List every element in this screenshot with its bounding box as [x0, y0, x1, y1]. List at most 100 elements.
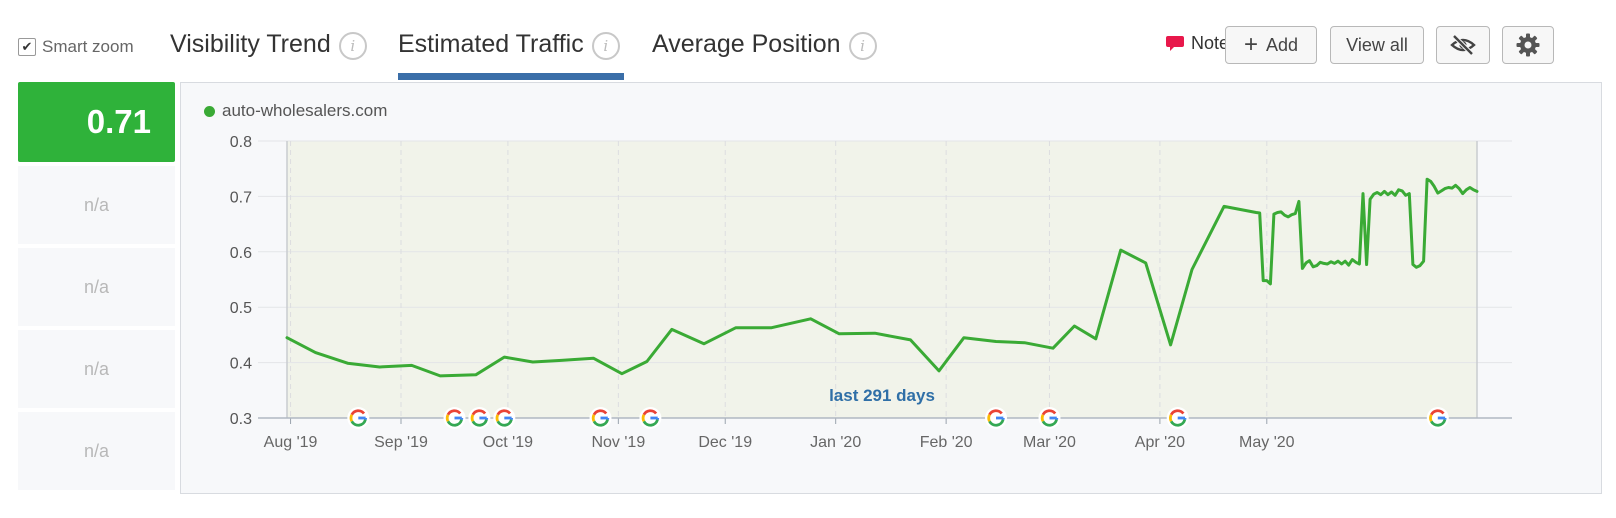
- gear-icon: [1516, 33, 1540, 57]
- google-update-icon[interactable]: [985, 407, 1007, 429]
- data-point[interactable]: [1022, 340, 1027, 345]
- data-point[interactable]: [1293, 211, 1298, 216]
- google-update-icon[interactable]: [639, 407, 662, 429]
- data-point[interactable]: [1189, 267, 1194, 272]
- google-update-icon[interactable]: [347, 407, 370, 429]
- data-point[interactable]: [769, 325, 774, 330]
- data-point[interactable]: [1168, 342, 1173, 347]
- smart-zoom-toggle[interactable]: ✔ Smart zoom: [18, 37, 134, 57]
- data-point[interactable]: [473, 372, 478, 377]
- data-point[interactable]: [837, 331, 842, 336]
- y-tick-label: 0.8: [230, 134, 252, 151]
- data-point[interactable]: [1051, 346, 1056, 351]
- score-row-value: n/a: [83, 276, 110, 297]
- score-row-value: n/a: [83, 358, 110, 379]
- data-point[interactable]: [1407, 191, 1412, 196]
- info-icon[interactable]: i: [591, 32, 620, 60]
- data-point[interactable]: [872, 331, 877, 336]
- series-line[interactable]: [285, 177, 1479, 378]
- data-point[interactable]: [409, 363, 414, 368]
- data-point[interactable]: [438, 373, 443, 378]
- tab-visibility-trend[interactable]: Visibility Trend i: [170, 30, 370, 80]
- data-point[interactable]: [345, 361, 350, 366]
- data-point[interactable]: [1072, 324, 1077, 329]
- add-note-label: Add: [1265, 34, 1299, 55]
- data-point[interactable]: [1368, 197, 1373, 202]
- add-note-button[interactable]: + Add: [1225, 26, 1317, 64]
- x-tick-label: Feb '20: [920, 434, 973, 451]
- settings-button[interactable]: [1502, 26, 1554, 64]
- data-point[interactable]: [1357, 261, 1362, 266]
- score-row-value: n/a: [83, 440, 110, 461]
- x-tick-label: Aug '19: [264, 434, 318, 451]
- y-tick-label: 0.6: [230, 245, 252, 262]
- data-point[interactable]: [908, 337, 913, 342]
- data-point[interactable]: [1343, 259, 1348, 264]
- score-row: n/a: [18, 166, 175, 244]
- data-point[interactable]: [1360, 191, 1365, 196]
- data-point[interactable]: [1268, 281, 1273, 286]
- range-label: last 291 days: [829, 386, 935, 405]
- data-point[interactable]: [377, 365, 382, 370]
- x-tick-label: Oct '19: [483, 434, 533, 451]
- google-update-icon[interactable]: [1038, 407, 1061, 429]
- data-point[interactable]: [1417, 263, 1422, 268]
- data-point[interactable]: [313, 350, 318, 355]
- x-tick-label: Sep '19: [374, 434, 428, 451]
- data-point[interactable]: [1300, 266, 1305, 271]
- google-update-icon[interactable]: [589, 407, 612, 429]
- chart-legend[interactable]: auto-wholesalers.com: [204, 101, 387, 121]
- data-point[interactable]: [733, 325, 738, 330]
- data-point[interactable]: [1428, 179, 1433, 184]
- data-point[interactable]: [937, 368, 942, 373]
- data-point[interactable]: [1475, 189, 1480, 194]
- data-point[interactable]: [285, 335, 290, 340]
- data-point[interactable]: [808, 316, 813, 321]
- data-point[interactable]: [1307, 258, 1312, 263]
- data-point[interactable]: [1143, 260, 1148, 265]
- data-point[interactable]: [1346, 263, 1351, 268]
- y-tick-label: 0.7: [230, 189, 252, 206]
- info-icon[interactable]: i: [848, 32, 877, 60]
- plus-icon: +: [1243, 31, 1258, 58]
- google-update-icon[interactable]: [468, 407, 491, 429]
- data-point[interactable]: [701, 341, 706, 346]
- data-point[interactable]: [1457, 186, 1462, 191]
- data-point[interactable]: [961, 335, 966, 340]
- tab-label: Estimated Traffic: [398, 30, 584, 58]
- data-point[interactable]: [1400, 188, 1405, 193]
- data-point[interactable]: [1296, 199, 1301, 204]
- tab-estimated-traffic[interactable]: Estimated Traffic i: [398, 30, 624, 80]
- data-point[interactable]: [1432, 184, 1437, 189]
- data-point[interactable]: [1421, 259, 1426, 264]
- data-point[interactable]: [1093, 336, 1098, 341]
- plot-area: [287, 141, 1477, 418]
- data-point[interactable]: [1118, 248, 1123, 253]
- google-update-icon[interactable]: [1166, 407, 1189, 429]
- google-update-icon[interactable]: [1426, 407, 1449, 429]
- tab-label: Visibility Trend: [170, 30, 331, 58]
- hide-notes-button[interactable]: [1436, 26, 1490, 64]
- data-point[interactable]: [530, 360, 535, 365]
- smart-zoom-checkbox[interactable]: ✔: [18, 38, 36, 56]
- data-point[interactable]: [591, 356, 596, 361]
- data-point[interactable]: [502, 355, 507, 360]
- tab-average-position[interactable]: Average Position i: [652, 30, 878, 80]
- data-point[interactable]: [559, 358, 564, 363]
- google-update-icon[interactable]: [493, 407, 516, 429]
- data-point[interactable]: [1393, 193, 1398, 198]
- data-point[interactable]: [669, 327, 674, 332]
- google-update-icon[interactable]: [443, 407, 466, 429]
- view-all-notes-button[interactable]: View all: [1330, 26, 1424, 64]
- info-icon[interactable]: i: [338, 32, 367, 60]
- note-bubble-icon: [1166, 35, 1184, 51]
- data-point[interactable]: [1460, 191, 1465, 196]
- data-point[interactable]: [619, 371, 624, 376]
- data-point[interactable]: [1257, 211, 1262, 216]
- data-point[interactable]: [644, 359, 649, 364]
- data-point[interactable]: [994, 339, 999, 344]
- metric-sidebar: 0.71 n/a n/a n/a n/a: [18, 82, 175, 490]
- data-point[interactable]: [1364, 262, 1369, 267]
- data-point[interactable]: [1222, 204, 1227, 209]
